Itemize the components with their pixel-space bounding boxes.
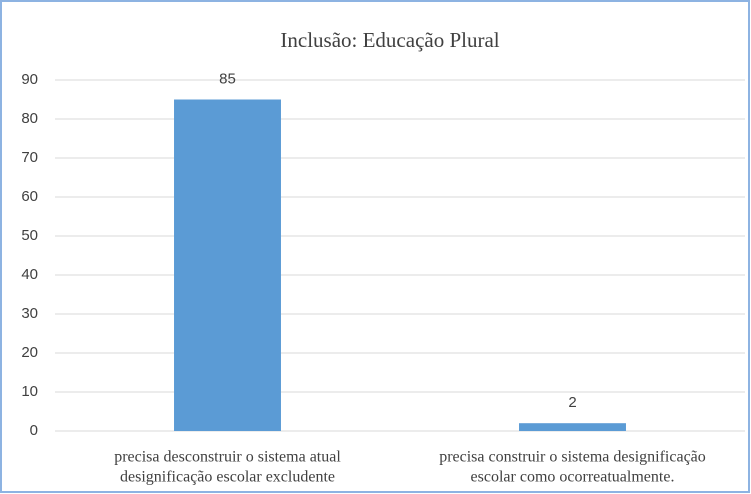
y-tick-label: 0 — [30, 422, 38, 439]
y-tick-label: 20 — [21, 344, 38, 361]
chart-title: Inclusão: Educação Plural — [280, 28, 499, 52]
x-tick-label: precisa construir o sistema designificaç… — [439, 449, 706, 466]
bar — [174, 99, 281, 431]
y-tick-label: 40 — [21, 266, 38, 283]
bar — [519, 423, 626, 431]
y-tick-label: 30 — [21, 305, 38, 322]
y-tick-label: 80 — [21, 110, 38, 127]
y-tick-label: 50 — [21, 227, 38, 244]
y-tick-label: 70 — [21, 149, 38, 166]
y-tick-label: 60 — [21, 188, 38, 205]
x-tick-label: escolar como ocorreatualmente. — [471, 469, 675, 486]
y-tick-label: 10 — [21, 383, 38, 400]
x-tick-label: precisa desconstruir o sistema atual — [114, 449, 341, 466]
y-tick-label: 90 — [21, 71, 38, 88]
x-tick-label: designificação escolar excludente — [120, 469, 335, 486]
data-label: 2 — [568, 394, 576, 411]
data-label: 85 — [219, 70, 236, 87]
